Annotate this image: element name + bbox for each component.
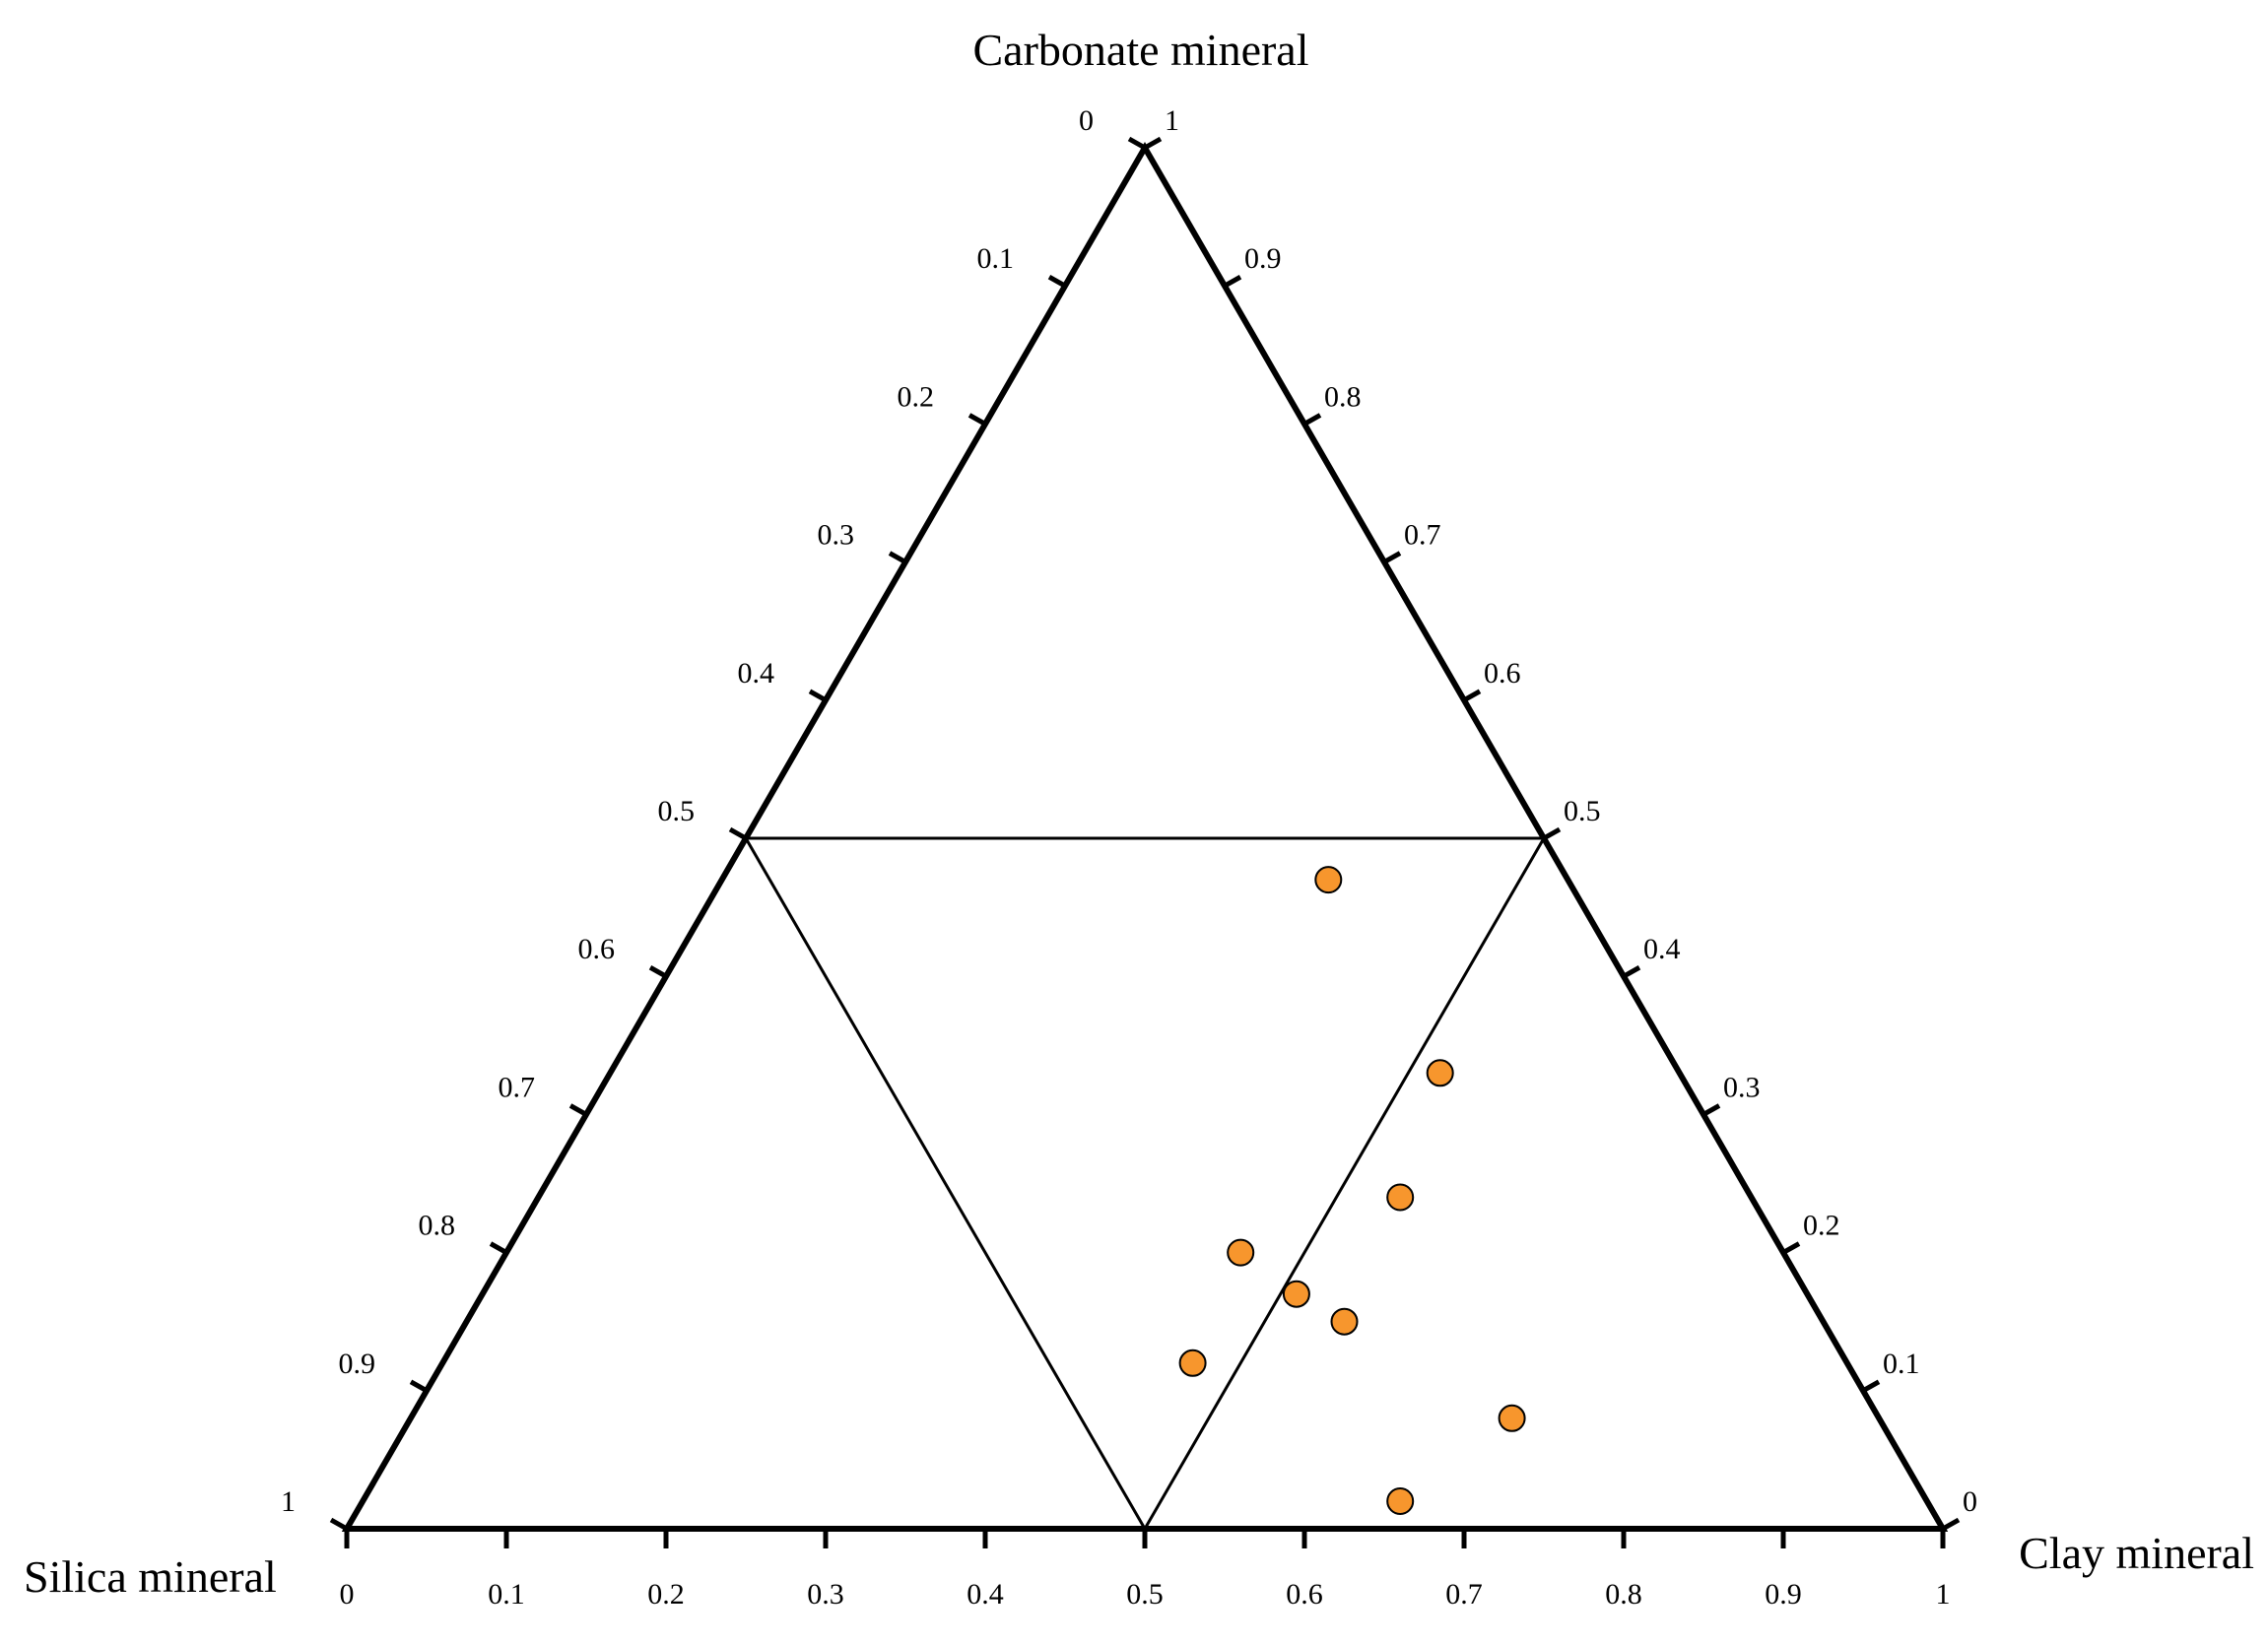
left-axis-tick-label: 0.2: [898, 380, 935, 413]
bottom-axis-tick-label: 1: [1936, 1578, 1951, 1611]
left-axis-tick: [329, 1517, 349, 1532]
left-axis-tick: [568, 1103, 588, 1117]
right-axis-tick-label: 0.8: [1324, 380, 1362, 413]
data-point: [1178, 1349, 1207, 1377]
data-points: [1178, 866, 1526, 1515]
bottom-axis-tick-label: 0.2: [647, 1578, 685, 1611]
data-point: [1386, 1487, 1415, 1515]
vertex-label-top: Carbonate mineral: [972, 25, 1308, 75]
left-axis-tick: [489, 1241, 508, 1255]
inner-subdivision: [743, 836, 1547, 1532]
right-axis-tick: [1223, 275, 1242, 289]
data-point: [1314, 866, 1343, 894]
right-axis-tick: [1462, 689, 1482, 702]
right-axis-tick-label: 0.6: [1484, 657, 1521, 690]
right-axis-tick: [1622, 965, 1641, 979]
bottom-axis-tick-label: 0.1: [488, 1578, 525, 1611]
right-axis-tick-label: 0.5: [1564, 795, 1601, 827]
bottom-axis-tick-label: 0.9: [1765, 1578, 1802, 1611]
right-axis-tick: [1382, 551, 1402, 564]
right-axis-tick-label: 0.1: [1883, 1348, 1920, 1380]
bottom-axis-tick-label: 0.8: [1605, 1578, 1642, 1611]
right-axis-tick: [1701, 1103, 1721, 1117]
right-axis-tick: [1542, 826, 1562, 841]
left-axis-tick-label: 0.1: [977, 242, 1015, 275]
left-axis-tick-label: 0: [1079, 104, 1094, 137]
bottom-axis-tick-label: 0.3: [807, 1578, 844, 1611]
left-axis-tick-label: 1: [281, 1485, 296, 1518]
left-axis-tick: [967, 413, 987, 427]
left-axis-tick: [409, 1379, 429, 1393]
left-axis-tick: [808, 689, 828, 702]
right-axis-tick: [1861, 1379, 1881, 1393]
left-axis-tick-label: 0.5: [658, 795, 696, 827]
right-axis-tick-label: 0.4: [1643, 933, 1681, 965]
left-axis-tick-label: 0.7: [499, 1071, 536, 1103]
left-axis-tick: [888, 551, 907, 564]
left-axis-tick-label: 0.8: [419, 1210, 456, 1242]
right-axis-tick-label: 0.2: [1803, 1210, 1840, 1242]
bottom-axis-tick-label: 0.7: [1445, 1578, 1483, 1611]
right-axis-tick: [1302, 413, 1322, 427]
left-axis-tick-label: 0.6: [578, 933, 616, 965]
vertex-label-left: Silica mineral: [24, 1551, 277, 1602]
left-axis-tick: [648, 965, 668, 979]
data-point: [1386, 1183, 1415, 1212]
data-point: [1330, 1307, 1359, 1336]
right-axis-tick-label: 1: [1165, 104, 1179, 137]
right-axis-tick-label: 0.9: [1244, 242, 1282, 275]
left-axis-tick: [1047, 275, 1067, 289]
left-axis-tick-label: 0.4: [738, 657, 775, 690]
left-axis-tick: [728, 826, 748, 841]
vertex-label-right: Clay mineral: [2019, 1528, 2254, 1578]
right-axis-tick-label: 0.7: [1404, 519, 1441, 552]
right-axis-tick-label: 0.3: [1723, 1071, 1761, 1103]
right-axis-tick: [1781, 1241, 1801, 1255]
data-point: [1227, 1238, 1255, 1267]
right-axis-tick: [1143, 136, 1163, 151]
bottom-axis-tick-label: 0.6: [1286, 1578, 1323, 1611]
bottom-axis-tick-label: 0.4: [967, 1578, 1004, 1611]
data-point: [1282, 1280, 1310, 1308]
tick-labels: 0 0.1 0.2 0.3 0.4 0.5 0.6 0.7 0.8 0.9 1 0 0.1 0.2 0.3 0…: [281, 104, 1977, 1611]
data-point: [1426, 1059, 1454, 1087]
inner-triangle: [743, 836, 1547, 1532]
data-point: [1498, 1404, 1526, 1432]
left-axis-tick: [1127, 136, 1147, 151]
bottom-axis-tick-label: 0.5: [1126, 1578, 1164, 1611]
right-axis-tick: [1941, 1517, 1961, 1532]
axis-ticks: [329, 136, 1961, 1548]
left-axis-tick-label: 0.9: [339, 1348, 376, 1380]
right-axis-tick-label: 0: [1963, 1485, 1977, 1518]
left-axis-tick-label: 0.3: [818, 519, 855, 552]
bottom-axis-tick-label: 0: [340, 1578, 355, 1611]
